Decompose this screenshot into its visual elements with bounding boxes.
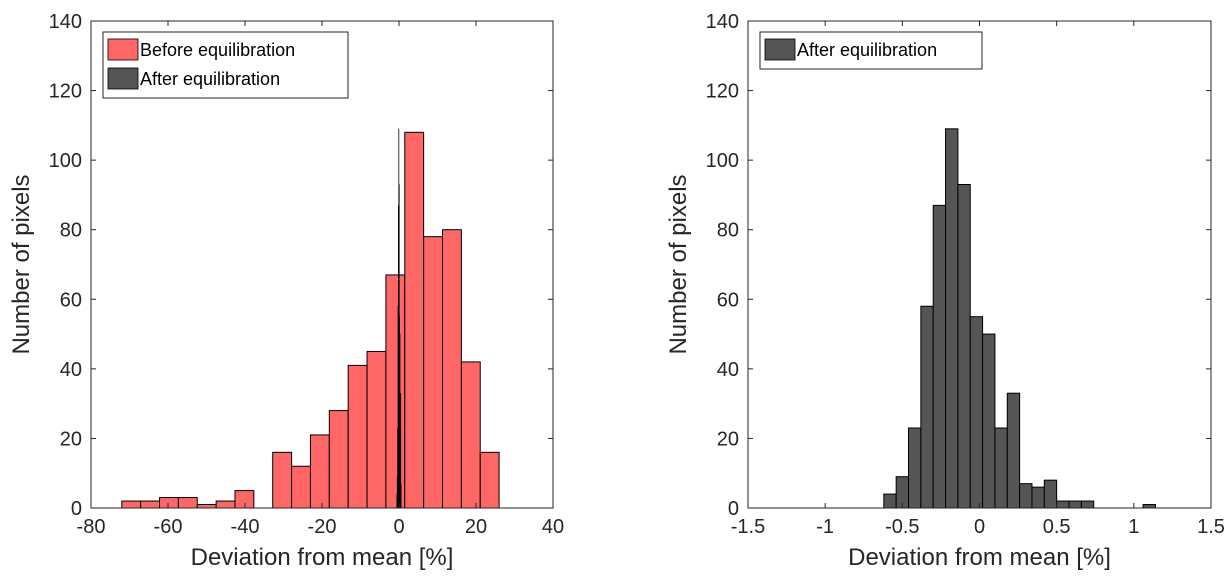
histogram-bar [1056, 500, 1070, 509]
chart-panel-2: -1.5 -1 -0.5 0 0.5 1 1.5 0 20 40 60 80 100 120 140 Devi… [665, 11, 1225, 571]
histogram-bar [920, 305, 934, 509]
histogram-bar [215, 500, 236, 509]
x-tick-label: 1.5 [1197, 516, 1225, 538]
x-axis-label: Deviation from mean [%] [191, 544, 454, 571]
x-axis-label: Deviation from mean [%] [848, 544, 1111, 571]
legend: Before equilibration After equilibration [102, 31, 349, 99]
histogram-bar [404, 131, 425, 509]
histogram-bar [883, 493, 897, 509]
histogram-bar [969, 316, 984, 509]
histogram-bar [982, 333, 996, 509]
series-2 [396, 128, 402, 509]
histogram-bar [234, 490, 255, 509]
histogram-bar [460, 361, 481, 509]
chart-panel-1: -80 -60 -40 -20 0 20 40 0 20 40 60 80 100 120 140 Devia… [8, 11, 564, 571]
legend-label: After equilibration [140, 69, 280, 89]
x-tick-label: 1 [1128, 516, 1139, 538]
y-tick-label: 100 [706, 150, 739, 172]
histogram-bar [1142, 504, 1156, 509]
legend-box [102, 31, 349, 99]
histogram-bar [121, 500, 142, 509]
y-tick-label: 100 [49, 150, 82, 172]
y-tick-label: 140 [49, 11, 82, 33]
y-tick-label: 60 [60, 289, 82, 311]
histogram-bar [291, 465, 311, 509]
histogram-bar [1019, 483, 1033, 509]
y-tick-label: 120 [49, 81, 82, 103]
x-tick-label: -20 [308, 516, 337, 538]
x-tick-label: 0 [393, 516, 404, 538]
histogram-bar [140, 500, 161, 509]
histogram-bar [1043, 479, 1058, 509]
legend-label: Before equilibration [140, 40, 295, 60]
y-tick-label: 80 [717, 220, 739, 242]
y-tick-label: 20 [60, 428, 82, 450]
y-tick-label: 60 [717, 289, 739, 311]
histogram-bar [479, 451, 500, 509]
legend-label: After equilibration [797, 40, 937, 60]
legend-swatch [764, 38, 796, 61]
x-tick-label: -0.5 [885, 516, 919, 538]
histogram-bar [159, 497, 179, 509]
legend-box [759, 31, 983, 70]
y-axis-label: Number of pixels [8, 174, 35, 354]
x-tick-label: -1 [816, 516, 834, 538]
histogram-bar [272, 451, 293, 509]
legend-swatch [107, 38, 139, 61]
series-1 [883, 128, 1156, 509]
histogram-bar [366, 350, 387, 509]
histogram-bar [1006, 392, 1021, 509]
y-tick-label: 80 [60, 220, 82, 242]
histogram-bar [945, 128, 959, 509]
y-tick-label: 0 [728, 498, 739, 520]
x-tick-label: -1.5 [731, 516, 765, 538]
histogram-bar [177, 497, 198, 509]
x-tick-label: -60 [154, 516, 183, 538]
histogram-bar [442, 229, 462, 509]
histogram-bar [347, 364, 368, 509]
y-tick-label: 20 [717, 428, 739, 450]
histogram-bar [328, 410, 349, 509]
x-tick-label: -40 [231, 516, 260, 538]
x-tick-label: 0 [974, 516, 985, 538]
y-tick-label: 140 [706, 11, 739, 33]
histogram-bar [908, 427, 922, 509]
y-tick-label: 0 [71, 498, 82, 520]
histogram-bar [994, 427, 1008, 509]
x-tick-label: 0.5 [1043, 516, 1071, 538]
histogram-bar [423, 236, 444, 509]
histogram-bar [196, 504, 217, 509]
y-tick-label: 40 [60, 359, 82, 381]
histogram-bar [309, 434, 330, 509]
y-axis-label: Number of pixels [665, 174, 692, 354]
histogram-bar [932, 204, 947, 509]
x-tick-label: 40 [542, 516, 564, 538]
y-tick-label: 40 [717, 359, 739, 381]
histogram-bar [957, 183, 971, 509]
y-tick-label: 120 [706, 81, 739, 103]
histogram-bar [1080, 500, 1095, 509]
histogram-bar [1068, 500, 1082, 509]
series-1 [121, 131, 500, 509]
histogram-bar [385, 274, 406, 509]
x-tick-label: 20 [465, 516, 487, 538]
legend: After equilibration [759, 31, 983, 70]
histogram-bar [1031, 486, 1045, 509]
legend-swatch [107, 67, 139, 90]
x-tick-label: -80 [77, 516, 106, 538]
